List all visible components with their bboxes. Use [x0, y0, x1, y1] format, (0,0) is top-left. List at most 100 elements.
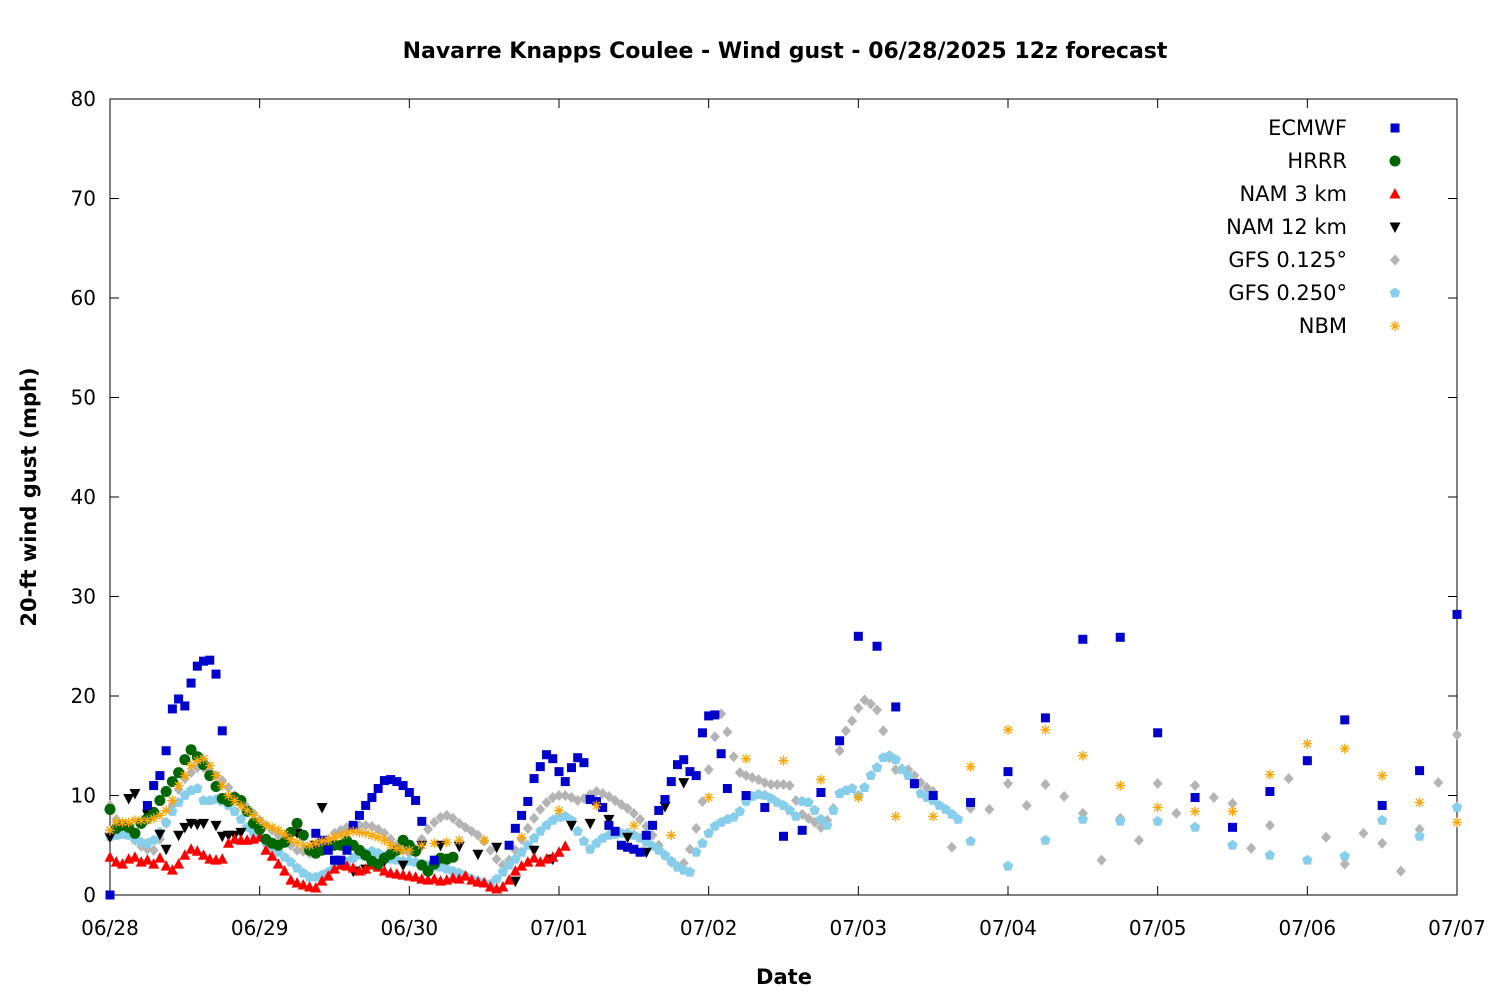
data-point	[903, 770, 914, 780]
data-point	[485, 844, 496, 856]
data-point	[404, 788, 414, 798]
data-point	[522, 822, 533, 834]
data-point	[341, 860, 353, 871]
x-tick-label: 06/29	[231, 916, 289, 940]
data-point	[572, 825, 583, 836]
data-point	[216, 853, 228, 864]
data-point	[398, 845, 409, 856]
y-tick-label: 50	[71, 386, 96, 410]
data-point	[684, 866, 696, 877]
data-point	[342, 845, 352, 855]
data-point	[846, 783, 858, 793]
data-point	[142, 815, 153, 826]
data-point	[840, 725, 851, 737]
data-point	[579, 758, 589, 768]
data-point	[1152, 802, 1163, 813]
data-point	[266, 850, 278, 861]
data-point	[391, 843, 402, 854]
data-point	[859, 782, 870, 792]
data-point	[317, 836, 328, 847]
data-point	[691, 822, 702, 834]
data-point	[1302, 756, 1312, 766]
data-point	[1414, 830, 1425, 841]
data-point	[554, 805, 564, 816]
data-point	[273, 825, 284, 836]
legend-item: GFS 0.125°	[1228, 248, 1400, 272]
legend-marker	[1389, 287, 1401, 298]
data-point	[628, 807, 639, 819]
legend-label: NBM	[1299, 314, 1347, 338]
data-point	[1246, 842, 1257, 854]
data-point	[847, 715, 858, 727]
data-point	[760, 802, 770, 812]
data-point	[1152, 778, 1163, 790]
data-point	[784, 780, 795, 792]
data-point	[148, 813, 159, 824]
data-point	[622, 832, 634, 844]
data-point	[584, 818, 596, 830]
data-point	[835, 736, 845, 746]
data-point	[186, 760, 197, 771]
data-point	[952, 813, 964, 824]
data-point	[1059, 790, 1070, 802]
data-point	[166, 776, 178, 788]
data-point	[447, 851, 459, 863]
data-point	[815, 813, 827, 824]
data-point	[166, 864, 178, 875]
data-point	[878, 725, 889, 737]
data-point	[398, 781, 408, 791]
data-point	[516, 846, 527, 857]
data-point	[447, 812, 458, 824]
data-point	[205, 655, 215, 665]
data-point	[1040, 713, 1050, 723]
data-point	[310, 882, 322, 893]
data-point	[871, 762, 883, 773]
data-point	[235, 813, 247, 824]
data-point	[379, 827, 390, 839]
data-point	[697, 837, 708, 848]
data-point	[585, 794, 595, 804]
data-point	[517, 810, 527, 820]
data-point	[192, 783, 203, 793]
data-point	[709, 731, 720, 743]
data-point	[809, 804, 820, 815]
data-point	[565, 820, 577, 832]
data-point	[1003, 778, 1013, 790]
data-point	[1302, 854, 1313, 865]
data-point	[429, 855, 439, 865]
data-point	[385, 840, 396, 851]
data-point	[641, 830, 651, 840]
data-point	[429, 816, 440, 828]
data-point	[378, 865, 390, 876]
data-point	[1227, 806, 1238, 817]
data-point	[853, 792, 864, 803]
data-point	[1002, 860, 1014, 871]
data-point	[790, 810, 802, 821]
data-point	[697, 795, 708, 807]
data-point	[411, 795, 421, 805]
data-point	[329, 863, 340, 874]
data-point	[267, 822, 278, 833]
x-tick-label: 07/04	[979, 916, 1037, 940]
data-point	[529, 774, 539, 784]
data-point	[297, 879, 309, 890]
data-point	[248, 810, 259, 821]
data-point	[1153, 728, 1163, 738]
data-point	[199, 656, 209, 666]
data-point	[217, 780, 228, 791]
legend-marker	[1389, 222, 1401, 233]
data-point	[459, 870, 471, 881]
data-point	[528, 852, 540, 863]
data-point	[1451, 801, 1463, 812]
data-point	[1078, 634, 1088, 644]
data-point	[179, 770, 190, 781]
data-point	[1021, 799, 1032, 811]
data-point	[865, 698, 876, 710]
data-point	[148, 834, 159, 845]
data-point	[453, 873, 465, 884]
legend-label: GFS 0.125°	[1228, 248, 1347, 272]
data-point	[1283, 773, 1294, 785]
data-point	[335, 830, 346, 841]
x-axis-label: Date	[756, 965, 812, 989]
